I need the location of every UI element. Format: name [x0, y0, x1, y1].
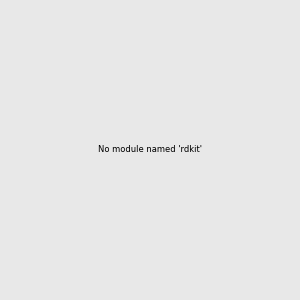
Text: No module named 'rdkit': No module named 'rdkit' — [98, 146, 202, 154]
